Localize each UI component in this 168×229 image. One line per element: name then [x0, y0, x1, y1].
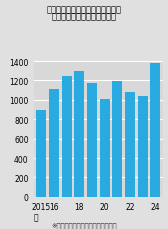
Bar — [150, 64, 160, 197]
Bar — [49, 90, 59, 197]
Bar — [62, 76, 72, 197]
Bar — [100, 99, 110, 197]
Bar — [87, 84, 97, 197]
Bar — [138, 97, 148, 197]
Text: 休廃業・解散企業件数の推移: 休廃業・解散企業件数の推移 — [52, 13, 116, 22]
Bar — [112, 82, 122, 197]
Text: 年: 年 — [34, 213, 38, 221]
Bar — [36, 110, 46, 197]
Text: 北陸３県（富山、石川、福井）の: 北陸３県（富山、石川、福井）の — [47, 6, 121, 15]
Bar — [125, 92, 135, 197]
Text: ※東京商工リサーチ金沢支店による: ※東京商工リサーチ金沢支店による — [51, 221, 117, 228]
Bar — [74, 71, 84, 197]
